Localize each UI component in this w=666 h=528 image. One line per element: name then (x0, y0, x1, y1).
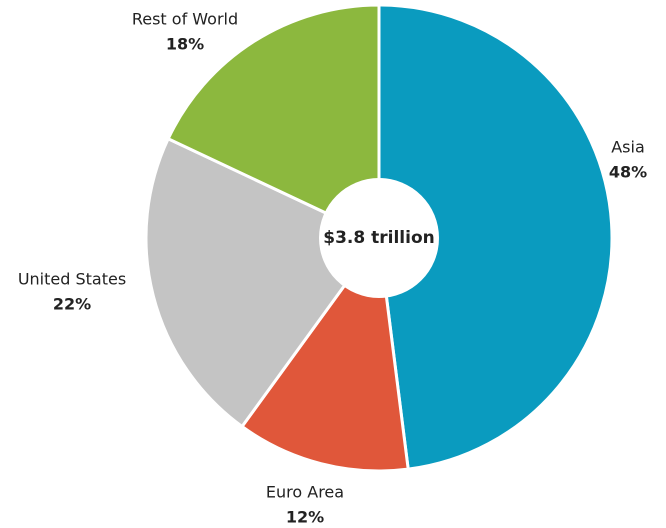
center-label: $3.8 trillion (323, 228, 434, 248)
slice-value-label: 12% (286, 508, 324, 527)
slice-label: Euro Area (266, 483, 344, 502)
slice (166, 3, 381, 240)
slice-label: Rest of World (132, 10, 238, 29)
slice (377, 3, 614, 471)
slice-label: United States (18, 270, 126, 289)
slice-value-label: 22% (53, 295, 91, 314)
slice-value-label: 18% (166, 35, 204, 54)
slice-value-label: 48% (609, 163, 647, 182)
donut-hole (319, 178, 439, 298)
slice-label: Asia (611, 138, 645, 157)
